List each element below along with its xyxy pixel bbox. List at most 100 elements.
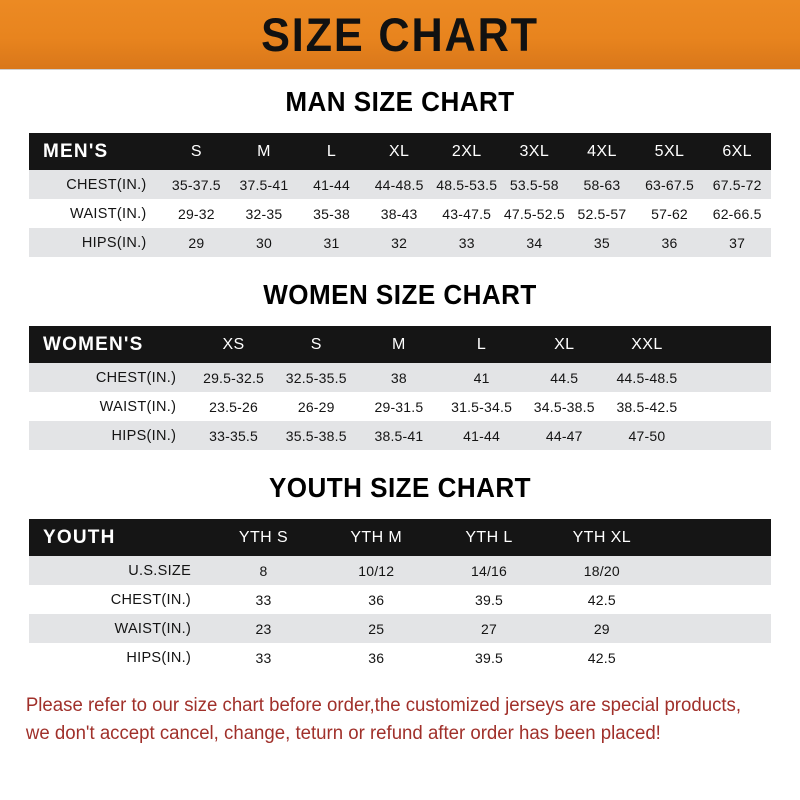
youth-size-column-header: YTH XL [572,528,632,546]
youth-measurement-cell [658,556,771,585]
men-table-header: MEN'S S M L XL 2XL 3XL 4XL 5XL 6XL [29,133,771,170]
youth-row-label: U.S.SIZE [29,556,208,585]
women-measurement-cell: 23.5-26 [192,392,275,421]
men-section-title: MAN SIZE CHART [285,86,515,117]
table-row: HIPS(IN.) 29 30 31 32 33 34 35 36 37 [29,228,771,257]
youth-row-label: CHEST(IN.) [29,585,208,614]
women-table-body: CHEST(IN.) 29.5-32.5 32.5-35.5 38 41 44.5 44.5… [29,363,771,450]
women-measurement-cell: 32.5-35.5 [274,363,358,392]
youth-measurement-cell: 14/16 [432,556,546,585]
men-measurement-cell: 32-35 [230,199,298,228]
women-measurement-cell: 38.5-41 [357,421,441,450]
women-measurement-cell [688,392,771,421]
men-size-column-header: 6XL [722,142,752,160]
men-row-label: HIPS(IN.) [29,228,163,257]
women-measurement-cell: 47-50 [605,421,689,450]
youth-measurement-cell: 10/12 [319,556,433,585]
youth-measurement-cell: 33 [207,643,320,672]
women-size-column-header: XL [554,335,575,353]
men-size-table: MEN'S S M L XL 2XL 3XL 4XL 5XL 6XL CHEST(IN.) 35-3… [29,133,771,257]
youth-table-header: YOUTH YTH S YTH M YTH L YTH XL [29,519,771,556]
table-row: CHEST(IN.) 29.5-32.5 32.5-35.5 38 41 44.5 44.5… [29,363,771,392]
youth-measurement-cell: 36 [319,643,433,672]
table-row: CHEST(IN.) 35-37.5 37.5-41 41-44 44-48.5 48.5… [29,170,771,199]
footer-line-2: we don't accept cancel, change, teturn o… [25,722,661,744]
men-size-column-header: 3XL [519,142,550,160]
youth-table-corner-label: YOUTH [43,526,116,548]
men-row-label: CHEST(IN.) [29,170,163,199]
youth-measurement-cell: 42.5 [545,643,659,672]
men-measurement-cell: 44-48.5 [365,170,433,199]
men-measurement-cell: 67.5-72 [703,170,771,199]
men-measurement-cell: 48.5-53.5 [432,170,501,199]
men-measurement-cell: 35-38 [297,199,366,228]
women-measurement-cell: 38.5-42.5 [605,392,689,421]
men-size-column-header: S [190,142,202,160]
footer-disclaimer: Please refer to our size chart before or… [20,692,765,747]
youth-measurement-cell: 27 [432,614,546,643]
women-section-title: WOMEN SIZE CHART [263,279,537,310]
youth-measurement-cell: 23 [207,614,320,643]
youth-measurement-cell: 29 [545,614,659,643]
women-measurement-cell: 44.5-48.5 [605,363,689,392]
table-row: WAIST(IN.) 29-32 32-35 35-38 38-43 43-47.5 47.… [29,199,771,228]
table-header-row: MEN'S S M L XL 2XL 3XL 4XL 5XL 6XL [29,133,771,170]
women-row-label: CHEST(IN.) [29,363,193,392]
women-measurement-cell: 44-47 [522,421,606,450]
women-measurement-cell: 38 [357,363,441,392]
youth-measurement-cell: 42.5 [545,585,659,614]
table-header-row: YOUTH YTH S YTH M YTH L YTH XL [29,519,771,556]
women-measurement-cell: 35.5-38.5 [274,421,358,450]
women-measurement-cell: 41-44 [440,421,523,450]
youth-row-label: WAIST(IN.) [29,614,208,643]
men-measurement-cell: 34 [500,228,569,257]
table-row: HIPS(IN.) 33-35.5 35.5-38.5 38.5-41 41-44 44-… [29,421,771,450]
women-row-label: HIPS(IN.) [29,421,193,450]
table-row: WAIST(IN.) 23.5-26 26-29 29-31.5 31.5-34.5 34… [29,392,771,421]
men-measurement-cell: 35-37.5 [162,170,231,199]
men-measurement-cell: 63-67.5 [635,170,704,199]
women-measurement-cell: 44.5 [522,363,606,392]
youth-size-column-header: YTH S [238,528,289,546]
women-measurement-cell: 34.5-38.5 [522,392,606,421]
table-row: U.S.SIZE 8 10/12 14/16 18/20 [29,556,771,585]
men-table-body: CHEST(IN.) 35-37.5 37.5-41 41-44 44-48.5 48.5… [29,170,771,257]
men-measurement-cell: 37 [703,228,771,257]
men-measurement-cell: 29-32 [162,199,231,228]
table-row: CHEST(IN.) 33 36 39.5 42.5 [29,585,771,614]
men-measurement-cell: 47.5-52.5 [500,199,569,228]
men-size-column-header: M [257,142,271,160]
men-size-column-header: L [326,142,337,160]
youth-measurement-cell [658,585,771,614]
men-size-column-header: 4XL [587,142,617,160]
youth-measurement-cell [658,614,771,643]
men-measurement-cell: 29 [162,228,231,257]
men-measurement-cell: 33 [432,228,501,257]
women-measurement-cell: 29.5-32.5 [192,363,275,392]
men-table-corner-label: MEN'S [43,140,109,162]
page-banner: SIZE CHART [0,0,800,70]
men-measurement-cell: 32 [365,228,433,257]
youth-measurement-cell: 8 [207,556,320,585]
youth-row-label: HIPS(IN.) [29,643,208,672]
youth-size-table: YOUTH YTH S YTH M YTH L YTH XL U.S.SIZE 8 10/1… [29,519,771,672]
men-measurement-cell: 62-66.5 [703,199,771,228]
men-size-column-header: 5XL [654,142,685,160]
men-measurement-cell: 43-47.5 [432,199,501,228]
youth-size-column-header: YTH L [465,528,513,546]
men-size-column-header: 2XL [451,142,482,160]
footer-line-1: Please refer to our size chart before or… [25,695,742,716]
youth-measurement-cell: 39.5 [432,643,546,672]
page-title: SIZE CHART [261,8,539,61]
men-measurement-cell: 52.5-57 [568,199,636,228]
men-measurement-cell: 58-63 [568,170,636,199]
youth-section-title: YOUTH SIZE CHART [268,472,532,503]
men-size-column-header: XL [388,142,410,160]
women-measurement-cell: 31.5-34.5 [440,392,523,421]
women-table-corner-label: WOMEN'S [43,333,144,355]
men-measurement-cell: 37.5-41 [230,170,298,199]
women-size-column-header [688,326,771,363]
youth-size-column-header: YTH M [350,528,403,546]
women-measurement-cell [688,363,771,392]
